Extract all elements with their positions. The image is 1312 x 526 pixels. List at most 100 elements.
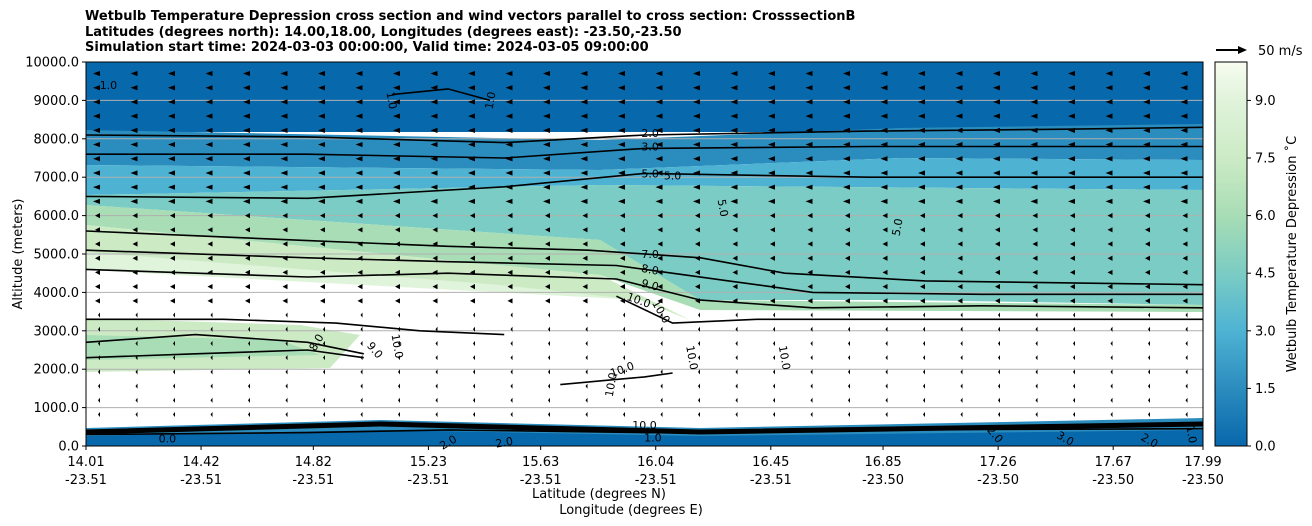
wind-vector <box>698 312 700 318</box>
wind-vector <box>505 170 513 176</box>
wind-vector <box>210 411 213 418</box>
wind-vector <box>173 383 175 389</box>
wind-vector <box>768 99 775 105</box>
wind-vector <box>130 99 138 105</box>
wind-vector <box>1105 113 1113 119</box>
wind-vector <box>730 113 738 119</box>
wind-vector <box>1105 170 1113 176</box>
title-line-3: Simulation start time: 2024-03-03 00:00:… <box>85 40 649 55</box>
wind-vector <box>918 99 925 105</box>
quiver-key: 50 m/s <box>1216 44 1303 59</box>
wind-vector <box>918 113 925 119</box>
wind-vector <box>543 127 550 133</box>
wind-vector <box>543 141 550 148</box>
x-tick-lon: -23.51 <box>635 473 677 488</box>
contour-label: 1.0 <box>644 432 662 445</box>
wind-vector <box>732 227 738 233</box>
wind-vector <box>693 156 700 162</box>
wind-vector <box>845 269 850 276</box>
title-line-1: Wetbulb Temperature Depression cross sec… <box>85 9 856 24</box>
wind-vector <box>957 227 963 233</box>
wind-vector <box>1105 85 1113 91</box>
wind-vector <box>430 127 438 133</box>
wind-vector <box>885 369 888 375</box>
wind-vector <box>507 227 513 233</box>
wind-vector <box>168 141 175 148</box>
wind-vector <box>957 241 963 247</box>
contour-label: 10.0 <box>389 333 406 359</box>
y-tick-label: 3000.0 <box>34 324 80 339</box>
wind-vector <box>1030 113 1038 119</box>
wind-vector <box>1180 85 1188 91</box>
wind-vector <box>168 70 175 77</box>
x-tick-lat: 16.45 <box>752 455 789 470</box>
wind-vector <box>580 113 588 119</box>
wind-vector <box>693 127 700 133</box>
wind-vector <box>245 213 250 219</box>
wind-vector <box>880 70 888 77</box>
colorbar-tick-label: 7.5 <box>1255 152 1276 167</box>
wind-vector <box>355 198 363 204</box>
wind-vector <box>473 411 475 418</box>
wind-vector <box>993 85 1000 91</box>
wind-vector <box>730 70 738 77</box>
wind-vector <box>548 383 550 389</box>
wind-vector <box>430 85 438 91</box>
x-tick-lon: -23.50 <box>1182 473 1224 488</box>
wind-vector <box>323 355 325 361</box>
contour-label: 10.0 <box>603 371 620 397</box>
wind-vector <box>848 340 850 347</box>
wind-vector <box>1185 355 1188 361</box>
wind-vector <box>882 227 888 233</box>
wind-vector <box>995 284 1000 290</box>
wind-vector <box>585 355 588 361</box>
wind-vector <box>545 213 550 219</box>
wind-vector <box>170 284 175 290</box>
wind-vector <box>355 141 363 148</box>
wind-vector <box>843 184 850 190</box>
wind-vector <box>98 369 100 375</box>
wind-vector <box>582 298 588 304</box>
wind-vector <box>618 170 625 176</box>
x-tick-lat: 17.99 <box>1184 455 1221 470</box>
wind-vector <box>355 85 363 91</box>
wind-vector <box>885 397 888 403</box>
wind-vector <box>245 227 250 233</box>
wind-vector <box>505 113 513 119</box>
wind-vector <box>1030 170 1038 176</box>
wind-vector <box>1032 241 1038 247</box>
wind-vector <box>1110 397 1113 403</box>
wind-vector <box>655 70 663 77</box>
wind-vector <box>582 213 588 219</box>
wind-vector <box>848 369 850 375</box>
wind-vector <box>93 70 100 77</box>
wind-vector <box>807 213 813 219</box>
wind-vector <box>805 198 813 204</box>
wind-vector <box>355 70 363 77</box>
wind-vector <box>1145 213 1150 219</box>
wind-vector <box>210 312 213 318</box>
wind-vector <box>623 312 625 318</box>
band-lower-7.0 <box>86 335 320 360</box>
wind-vector <box>135 326 138 332</box>
quiver-key-arrowhead <box>1238 46 1247 54</box>
wind-vector <box>1070 298 1075 304</box>
wind-vector <box>470 241 475 247</box>
wind-vector <box>770 298 775 304</box>
wind-vector <box>205 198 213 204</box>
wind-vector <box>210 397 213 403</box>
wind-vector <box>395 284 400 290</box>
wind-vector <box>848 326 850 332</box>
wind-vector <box>845 255 850 261</box>
wind-vector <box>732 255 738 261</box>
wind-vector <box>618 85 625 91</box>
wind-vector <box>918 156 925 162</box>
wind-vector <box>473 355 475 361</box>
wind-vector <box>580 184 588 190</box>
wind-vector <box>1180 113 1188 119</box>
wind-vector <box>805 184 813 190</box>
wind-vector <box>205 70 213 77</box>
contour-label: 1.0 <box>100 79 118 92</box>
wind-vector <box>168 156 175 162</box>
y-tick-label: 6000.0 <box>34 209 80 224</box>
